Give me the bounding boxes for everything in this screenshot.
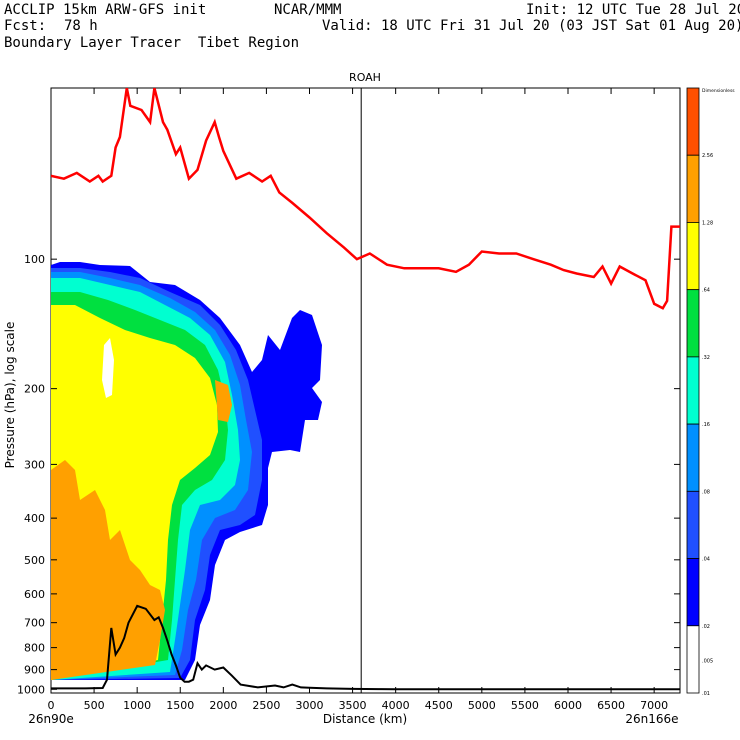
y-tick-label: 400 — [24, 512, 45, 525]
product-name: Boundary Layer Tracer Tibet Region — [4, 35, 300, 51]
y-tick-label: 1000 — [17, 683, 45, 696]
colorbar-label: .01 — [702, 691, 710, 697]
valid-time: Valid: 18 UTC Fri 31 Jul 20 (03 JST Sat … — [322, 18, 740, 34]
colorbar-label: .32 — [702, 355, 710, 361]
colorbar-label: .04 — [702, 557, 710, 563]
forecast-label: Fcst: — [4, 18, 47, 34]
x-tick-label: 1500 — [166, 699, 194, 712]
x-tick-label: 6500 — [597, 699, 625, 712]
tracer-gap — [102, 338, 114, 398]
chart-title: ROAH — [349, 71, 381, 84]
forecast-hours: 78 h — [64, 18, 98, 34]
y-tick-label: 700 — [24, 617, 45, 630]
colorbar-swatch — [686, 154, 700, 223]
colorbar-swatch — [686, 625, 700, 694]
x-tick-label: 7000 — [640, 699, 668, 712]
x-tick-label: 5500 — [511, 699, 539, 712]
y-tick-label: 900 — [24, 664, 45, 677]
y-tick-label: 600 — [24, 588, 45, 601]
tracer-level-64 — [51, 460, 165, 680]
x-tick-label: 500 — [84, 699, 105, 712]
colorbar-swatch — [686, 490, 700, 559]
tracer-fill — [51, 262, 322, 680]
right-endpoint-label: 26n166e — [625, 712, 678, 726]
x-tick-label: 3500 — [339, 699, 367, 712]
x-tick-label: 3000 — [295, 699, 323, 712]
colorbar: Dimensionless 2.56 1.28 .64 .32 .16 .08 .04 .02.… — [686, 87, 735, 697]
colorbar-swatch — [686, 87, 700, 156]
colorbar-label: .64 — [702, 288, 710, 294]
x-tick-label: 6000 — [554, 699, 582, 712]
y-axis-label: Pressure (hPa), log scale — [3, 322, 17, 469]
y-tick-label: 500 — [24, 554, 45, 567]
model-title: ACCLIP 15km ARW-GFS init — [4, 2, 207, 18]
colorbar-label: .02 — [702, 624, 710, 630]
tropopause-line — [51, 88, 680, 310]
colorbar-label: Dimensionless — [702, 88, 735, 94]
x-axis: 0 500 1000 1500 2000 2500 3000 3500 4000 4500 5000… — [48, 88, 668, 712]
x-axis-label: Distance (km) — [323, 712, 407, 726]
y-tick-label: 300 — [24, 458, 45, 471]
colorbar-swatch — [686, 289, 700, 358]
y-tick-label: 100 — [24, 253, 45, 266]
left-endpoint-label: 26n90e — [28, 712, 74, 726]
colorbar-label: 2.56 — [702, 153, 713, 159]
colorbar-label: .005 — [702, 658, 713, 664]
y-axis: 100 200 300 400 500 600 700 800 900 1000 — [17, 253, 680, 696]
x-tick-label: 4000 — [382, 699, 410, 712]
tracer-level-64-b — [215, 380, 232, 422]
x-tick-label: 2000 — [209, 699, 237, 712]
y-tick-label: 800 — [24, 642, 45, 655]
colorbar-label: .08 — [702, 489, 710, 495]
x-tick-label: 1000 — [123, 699, 151, 712]
x-tick-label: 0 — [48, 699, 55, 712]
x-tick-label: 5000 — [468, 699, 496, 712]
y-tick-label: 200 — [24, 383, 45, 396]
x-tick-label: 2500 — [252, 699, 280, 712]
terrain-line — [51, 604, 680, 691]
org-label: NCAR/MMM — [274, 2, 342, 18]
colorbar-swatch — [686, 558, 700, 627]
colorbar-swatch — [686, 356, 700, 425]
colorbar-swatch — [686, 423, 700, 492]
init-time: Init: 12 UTC Tue 28 Jul 20 — [526, 2, 740, 18]
colorbar-label: .16 — [702, 422, 710, 428]
colorbar-label: 1.28 — [702, 220, 713, 226]
colorbar-swatch — [686, 222, 700, 291]
x-tick-label: 4500 — [425, 699, 453, 712]
